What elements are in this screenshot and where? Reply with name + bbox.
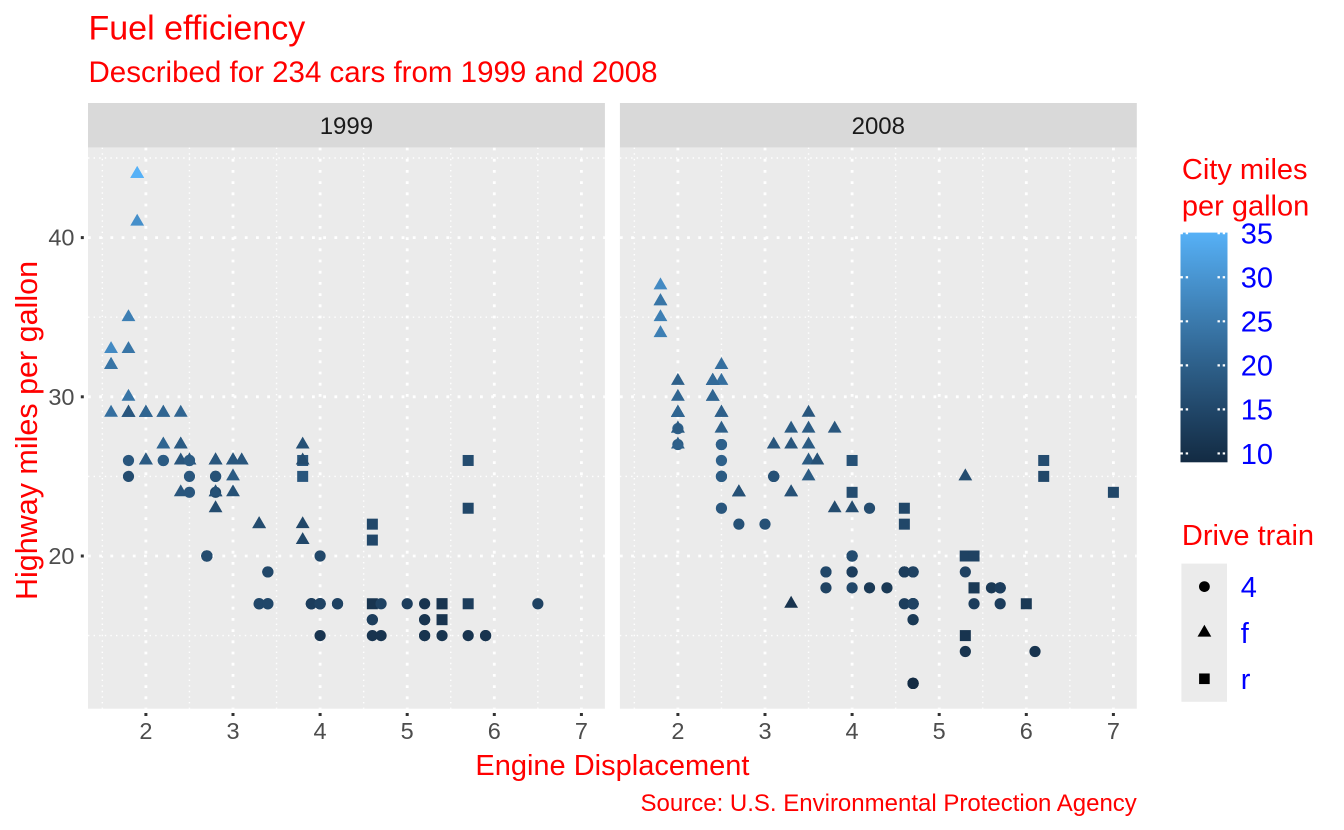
svg-text:15: 15: [1241, 395, 1273, 427]
svg-text:7: 7: [1107, 718, 1120, 744]
svg-text:Fuel efficiency: Fuel efficiency: [89, 9, 306, 47]
svg-text:f: f: [1241, 618, 1250, 650]
svg-text:2008: 2008: [852, 113, 905, 140]
svg-text:Source: U.S. Environmental Pro: Source: U.S. Environmental Protection Ag…: [641, 790, 1137, 817]
svg-text:20: 20: [1241, 351, 1273, 383]
svg-text:10: 10: [1241, 439, 1273, 471]
svg-text:Drive train: Drive train: [1182, 520, 1314, 552]
svg-text:5: 5: [401, 718, 414, 744]
svg-text:r: r: [1241, 664, 1251, 696]
svg-text:40: 40: [48, 225, 74, 251]
svg-text:1999: 1999: [320, 113, 373, 140]
svg-text:35: 35: [1241, 219, 1273, 251]
svg-text:3: 3: [758, 718, 771, 744]
svg-text:City miles: City miles: [1182, 154, 1308, 186]
svg-text:30: 30: [48, 384, 74, 410]
svg-text:25: 25: [1241, 307, 1273, 339]
svg-text:30: 30: [1241, 263, 1273, 295]
svg-text:Described for 234 cars from 19: Described for 234 cars from 1999 and 200…: [89, 56, 658, 89]
svg-text:per gallon: per gallon: [1182, 190, 1309, 222]
svg-text:4: 4: [1241, 572, 1257, 604]
svg-text:Highway miles per gallon: Highway miles per gallon: [10, 261, 44, 600]
svg-text:Engine Displacement: Engine Displacement: [475, 750, 749, 782]
svg-text:6: 6: [488, 718, 501, 744]
svg-text:7: 7: [575, 718, 588, 744]
svg-text:20: 20: [48, 543, 74, 569]
svg-text:4: 4: [846, 718, 859, 744]
svg-text:2: 2: [671, 718, 684, 744]
svg-text:4: 4: [314, 718, 327, 744]
svg-text:2: 2: [139, 718, 152, 744]
svg-text:6: 6: [1020, 718, 1033, 744]
svg-text:5: 5: [933, 718, 946, 744]
svg-text:3: 3: [226, 718, 239, 744]
